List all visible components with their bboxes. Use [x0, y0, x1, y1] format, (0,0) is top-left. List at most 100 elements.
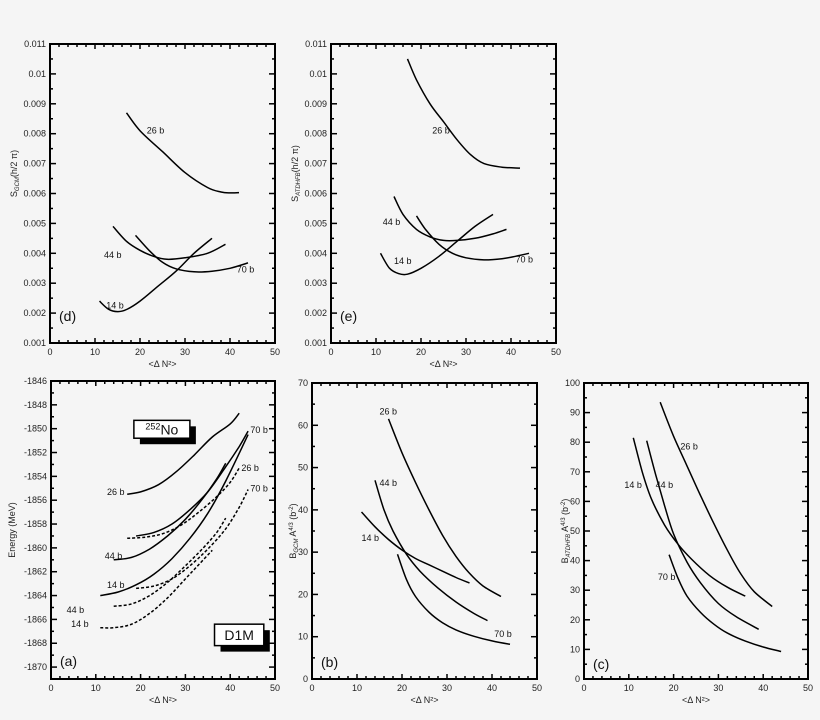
curve-label: 44 b [105, 551, 123, 561]
solid-curve [415, 215, 530, 261]
curve-label: 26 b [107, 487, 125, 497]
y-tick-label: 0.011 [24, 39, 46, 49]
y-tick-label: 0.008 [23, 129, 46, 139]
dashed-curve [127, 467, 240, 540]
panel-tag: (b) [321, 654, 338, 670]
curve-label: 14 b [107, 580, 125, 590]
panel-tag: (c) [593, 656, 609, 672]
y-tick-label: -1862 [24, 567, 47, 577]
y-tick-label: 60 [570, 496, 580, 506]
x-tick-label: 50 [803, 683, 813, 693]
panel-tag: (e) [340, 308, 357, 324]
curve-label: 14 b [106, 301, 124, 311]
panel-c: 0 10 20 30 40 50 0 10 20 30 40 50 60 70 80 90 100 <Δ N²> B… [560, 378, 813, 705]
y-tick-label: 50 [570, 526, 580, 536]
y-tick-label: -1850 [24, 424, 47, 434]
y-tick-label: 0.007 [304, 159, 327, 169]
x-tick-label: 50 [270, 347, 280, 357]
curve-label: 70 b [516, 254, 534, 264]
dashed-curve [136, 489, 249, 590]
y-tick-label: 40 [570, 556, 580, 566]
solid-curve [112, 225, 226, 261]
x-tick-label: 20 [669, 683, 679, 693]
x-tick-label: 30 [180, 683, 190, 693]
y-tick-label: 0.005 [23, 218, 46, 228]
y-tick-label: 0.006 [23, 189, 46, 199]
y-tick-label: 10 [298, 632, 308, 642]
y-tick-label: 0.005 [304, 218, 327, 228]
y-tick-label: 30 [570, 585, 580, 595]
solid-curve [100, 434, 249, 597]
y-tick-label: 70 [298, 378, 308, 388]
y-tick-label: 50 [298, 463, 308, 473]
curve-label: 14 b [71, 619, 89, 629]
x-axis-title: <Δ N²> [429, 359, 457, 369]
y-tick-label: -1848 [24, 400, 47, 410]
y-tick-label: -1866 [24, 614, 47, 624]
curve-label: 14 b [362, 533, 380, 543]
curve-label: 26 b [147, 126, 165, 136]
y-tick-label: 0.01 [309, 69, 327, 79]
y-tick-label: -1846 [24, 376, 47, 386]
y-tick-label: -1868 [24, 638, 47, 648]
x-tick-label: 40 [758, 683, 768, 693]
panel-tag: (d) [59, 308, 76, 324]
y-tick-label: 40 [298, 505, 308, 515]
solid-curve [393, 196, 507, 242]
label-box-text: D1M [224, 627, 254, 643]
y-axis-title: BGCM A4/3 (b-2) [288, 503, 300, 558]
y-tick-label: 0.006 [304, 189, 327, 199]
curve-label: 26 b [241, 463, 259, 473]
x-tick-label: 30 [180, 347, 190, 357]
y-tick-label: 20 [570, 615, 580, 625]
solid-curve [632, 437, 746, 597]
y-tick-label: 0.004 [304, 248, 327, 258]
panel-a: 0 10 20 30 40 50 -1870 -1868 -1866 -1864 -1862 -186… [7, 376, 280, 705]
x-tick-label: 40 [225, 347, 235, 357]
y-tick-label: 20 [298, 589, 308, 599]
y-tick-label: 0.003 [304, 278, 327, 288]
curve-label: 44 b [67, 605, 85, 615]
solid-curve [127, 412, 240, 495]
x-axis-title: <Δ N²> [148, 359, 176, 369]
y-tick-label: 30 [298, 547, 308, 557]
y-axis-title: BATDHFB A4/3 (b-2) [560, 499, 572, 564]
x-tick-label: 40 [487, 683, 497, 693]
dashed-curve [100, 549, 213, 629]
y-tick-label: -1858 [24, 519, 47, 529]
y-tick-label: 0.007 [23, 159, 46, 169]
solid-curve [134, 234, 249, 273]
x-tick-label: 50 [551, 347, 561, 357]
x-tick-label: 30 [461, 347, 471, 357]
solid-curve [379, 213, 494, 276]
y-tick-label: 90 [570, 408, 580, 418]
x-tick-label: 20 [397, 683, 407, 693]
curve-label: 44 b [104, 250, 122, 260]
curve-label: 14 b [624, 480, 642, 490]
dashed-curve [113, 517, 227, 608]
curve-label: 26 b [680, 442, 698, 452]
curve-label: 70 b [250, 425, 268, 435]
panel-tag: (a) [60, 653, 77, 669]
y-tick-label: 0.002 [23, 308, 46, 318]
y-axis-title: SATDHFB(h/2 π) [290, 145, 302, 202]
x-tick-label: 0 [48, 683, 53, 693]
panel-b: 0 10 20 30 40 50 0 10 20 30 40 50 60 70 <Δ N²> BGCM A4/… [288, 378, 542, 705]
y-tick-label: 0.001 [23, 338, 46, 348]
curve-label: 44 b [380, 478, 398, 488]
curve-label: 44 b [656, 480, 674, 490]
x-tick-label: 10 [91, 683, 101, 693]
x-tick-label: 10 [90, 347, 100, 357]
y-tick-label: 0.009 [304, 99, 327, 109]
x-tick-label: 50 [270, 683, 280, 693]
curve-label: 44 b [383, 217, 401, 227]
panel-d: 0 10 20 30 40 50 0.001 0.002 0.003 0.004 0.005 0.00… [9, 39, 280, 369]
x-axis-title: <Δ N²> [410, 695, 438, 705]
solid-curve [387, 418, 502, 598]
x-tick-label: 0 [47, 347, 52, 357]
y-tick-label: 10 [570, 644, 580, 654]
x-axis-title: <Δ N²> [149, 695, 177, 705]
solid-curve [135, 430, 249, 537]
x-tick-label: 40 [506, 347, 516, 357]
